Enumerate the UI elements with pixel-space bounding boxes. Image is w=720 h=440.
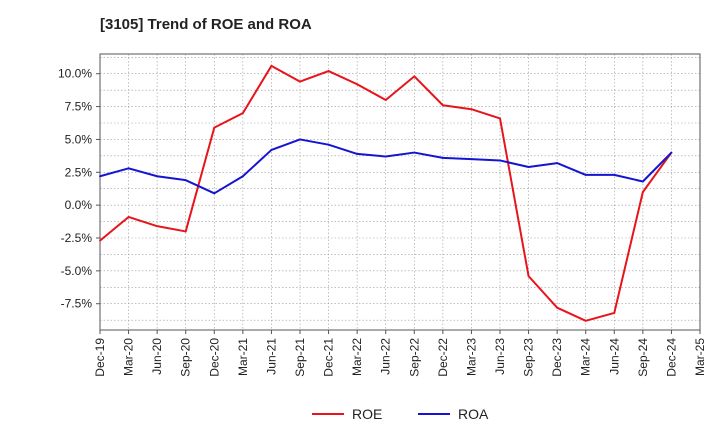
- roe-data-point: [470, 108, 473, 111]
- roa-data-point: [584, 174, 587, 176]
- y-tick-label: -5.0%: [61, 264, 93, 278]
- roa-data-point: [670, 151, 673, 154]
- roa-data-point: [527, 166, 530, 168]
- x-tick-label: Jun-23: [493, 338, 507, 375]
- x-tick-label: Mar-21: [236, 338, 250, 376]
- x-tick-label: Sep-21: [293, 338, 307, 377]
- roa-data-point: [356, 152, 359, 155]
- x-tick-label: Sep-22: [407, 338, 421, 377]
- grid-layer: [100, 54, 700, 330]
- roe-data-point: [213, 126, 216, 129]
- roe-data-point: [556, 306, 559, 309]
- x-tick-label: Dec-23: [550, 338, 564, 377]
- roa-data-point: [299, 138, 301, 141]
- x-tick-label: Dec-22: [436, 338, 450, 377]
- roa-data-point: [127, 167, 130, 170]
- x-tick-label: Mar-25: [693, 338, 707, 376]
- x-tick-label: Mar-20: [122, 338, 136, 376]
- x-tick-label: Jun-20: [150, 338, 164, 375]
- roe-data-point: [613, 312, 616, 314]
- y-tick-label: 10.0%: [58, 67, 92, 81]
- series-layer: [99, 64, 673, 322]
- roe-data-point: [641, 191, 644, 193]
- x-tick-label: Jun-22: [379, 338, 393, 375]
- roe-data-point: [384, 99, 387, 101]
- x-tick-label: Jun-21: [264, 338, 278, 375]
- roa-data-point: [384, 155, 387, 158]
- roe-data-point: [356, 83, 359, 86]
- roa-data-point: [241, 175, 244, 178]
- roa-data-point: [470, 158, 473, 161]
- roe-data-point: [527, 275, 530, 278]
- roa-data-point: [556, 162, 559, 164]
- roa-legend-label: ROA: [458, 406, 489, 422]
- x-axis: Dec-19 Mar-20 Jun-20 Sep-20 Dec-20 Mar-21 Jun-…: [93, 330, 707, 377]
- roa-data-point: [499, 159, 501, 162]
- y-tick-label: 7.5%: [65, 100, 93, 114]
- x-tick-label: Mar-22: [350, 338, 364, 376]
- roa-data-point: [270, 149, 273, 151]
- x-tick-label: Mar-23: [464, 338, 478, 376]
- y-tick-label: 5.0%: [65, 132, 93, 146]
- roe-data-point: [184, 230, 187, 233]
- y-tick-label: 2.5%: [65, 165, 93, 179]
- roe-data-point: [241, 112, 244, 115]
- x-tick-label: Dec-19: [93, 338, 107, 377]
- roa-data-point: [156, 175, 159, 178]
- roa-data-point: [99, 175, 101, 178]
- y-tick-label: 0.0%: [65, 198, 93, 212]
- legend: ROE ROA: [312, 406, 489, 422]
- roa-data-point: [641, 180, 644, 183]
- roa-data-point: [413, 151, 416, 154]
- roe-data-point: [499, 117, 501, 120]
- x-tick-label: Dec-20: [207, 338, 221, 377]
- roe-data-point: [270, 64, 273, 67]
- roa-data-point: [213, 192, 216, 195]
- roe-data-point: [127, 216, 130, 218]
- roe-data-point: [584, 319, 587, 322]
- roa-data-point: [327, 143, 330, 146]
- roe-data-point: [413, 75, 416, 78]
- roa-data-point: [441, 156, 444, 159]
- x-tick-label: Jun-24: [607, 338, 621, 375]
- roa-data-point: [613, 174, 616, 176]
- y-tick-label: -7.5%: [61, 297, 93, 311]
- x-tick-label: Dec-24: [664, 338, 678, 377]
- roa-data-point: [184, 179, 187, 182]
- x-tick-label: Sep-23: [522, 338, 536, 377]
- x-tick-label: Sep-24: [636, 338, 650, 377]
- y-tick-label: -2.5%: [61, 231, 93, 245]
- roe-data-point: [299, 80, 301, 83]
- x-tick-label: Mar-24: [579, 338, 593, 376]
- roe-data-point: [441, 104, 444, 107]
- plot-frame: [99, 53, 701, 331]
- roe-data-point: [156, 225, 159, 228]
- x-tick-label: Dec-21: [322, 338, 336, 377]
- roe-data-point: [99, 239, 101, 242]
- roe-legend-label: ROE: [352, 406, 382, 422]
- y-axis: 10.0% 7.5% 5.0% 2.5% 0.0% -2.5% -5.0% -7.5%: [58, 67, 100, 311]
- roe-data-point: [327, 70, 330, 72]
- chart-title: [3105] Trend of ROE and ROA: [100, 16, 312, 33]
- x-tick-label: Sep-20: [179, 338, 193, 377]
